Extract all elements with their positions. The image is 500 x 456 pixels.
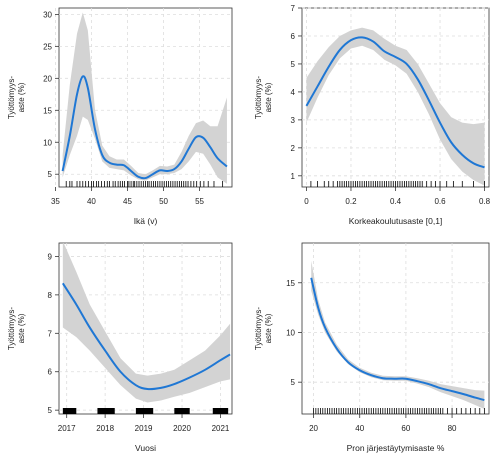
x-tick-label: 40 [87,197,96,206]
y-axis-title: aste (%) [264,82,273,112]
x-axis-title: Ikä (v) [134,216,158,226]
x-tick-label: 0.4 [390,197,402,206]
y-tick-label: 10 [43,138,52,147]
y-tick-label: 8 [48,291,53,300]
x-axis-title: Vuosi [135,443,156,453]
x-tick-label: 0.2 [345,197,357,206]
y-tick-label: 2 [291,144,296,153]
x-tick-label: 2017 [58,424,76,433]
y-axis-title: aste (%) [264,313,273,343]
x-axis-title: Pron järjestäytymisaste % [347,443,445,453]
y-tick-label: 4 [291,88,296,97]
rug-block [212,408,229,414]
confidence-band [62,243,231,403]
x-tick-label: 40 [355,424,364,433]
y-tick-label: 6 [291,32,296,41]
y-tick-label: 3 [291,116,296,125]
y-tick-label: 15 [43,106,52,115]
x-tick-label: 50 [159,197,168,206]
x-tick-label: 2020 [173,424,191,433]
plot-area [301,242,490,415]
chart-panel-3: 2017 2018 2019 2020 2021 5 6 7 8 9 Vuosi Työttömyys… [7,242,233,453]
rug-block [62,408,77,414]
x-tick-label: 0.6 [434,197,446,206]
x-tick-label: 80 [448,424,457,433]
x-axis-title: Korkeakoulutusaste [0,1] [349,216,443,226]
chart-panel-4: 20 40 60 80 5 10 15 Pron järjestäytymisaste % Ty… [254,242,490,453]
chart-panel-2: 0 0.2 0.4 0.6 0.8 1 2 3 4 5 6 7 Korkeakoulutusaste [… [254,4,491,226]
confidence-band [306,27,485,186]
y-axis-title: Työttömyys- [7,76,16,119]
rug-block [135,408,154,414]
x-tick-label: 2018 [96,424,114,433]
y-tick-label: 5 [48,406,53,415]
y-tick-label: 10 [286,328,295,337]
x-tick-label: 45 [123,197,132,206]
y-tick-label: 1 [291,172,296,181]
x-tick-label: 0 [304,197,309,206]
y-axis-title: Työttömyys- [7,307,16,350]
y-tick-label: 15 [286,279,295,288]
y-axis-title: Työttömyys- [254,76,263,119]
x-tick-label: 60 [401,424,410,433]
y-tick-label: 30 [43,10,52,19]
fitted-line [305,36,485,169]
x-tick-label: 0.8 [479,197,491,206]
fitted-line [310,277,485,402]
y-axis-title: aste (%) [17,313,26,343]
x-tick-label: 35 [51,197,60,206]
y-tick-label: 5 [291,378,296,387]
y-axis-title: Työttömyys- [254,307,263,350]
y-tick-label: 5 [48,170,53,179]
y-axis-title: aste (%) [17,82,26,112]
y-tick-label: 6 [48,368,53,377]
y-tick-label: 7 [291,4,296,13]
fitted-line [61,282,231,391]
y-tick-label: 7 [48,329,53,338]
confidence-band [62,12,227,184]
rug-block [97,408,115,414]
y-tick-label: 25 [43,42,52,51]
x-tick-label: 2021 [212,424,230,433]
x-tick-label: 2019 [135,424,153,433]
y-tick-label: 5 [291,60,296,69]
rug-block [174,408,190,414]
y-tick-label: 20 [43,74,52,83]
x-tick-label: 55 [195,197,204,206]
fitted-line [61,75,228,180]
x-tick-label: 20 [309,424,318,433]
y-tick-label: 9 [48,252,53,261]
